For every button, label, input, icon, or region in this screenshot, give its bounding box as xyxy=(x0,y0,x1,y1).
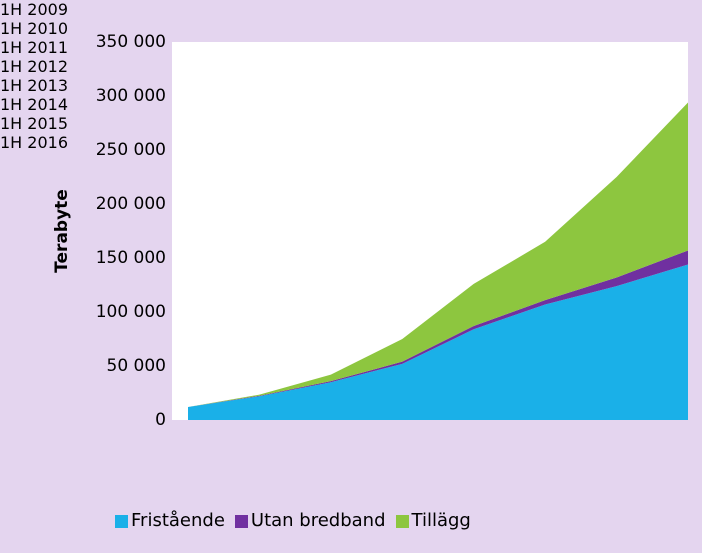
y-axis-label: Terabyte xyxy=(52,189,72,273)
y-tick-label: 300 000 xyxy=(96,86,166,106)
y-tick-label: 350 000 xyxy=(96,32,166,52)
x-tick-label: 1H 2014 xyxy=(0,95,69,114)
y-tick-label: 150 000 xyxy=(96,248,166,268)
y-tick-label: 100 000 xyxy=(96,302,166,322)
legend-label: Tillägg xyxy=(411,510,471,531)
x-tick-label: 1H 2011 xyxy=(0,38,69,57)
legend-swatch xyxy=(115,515,128,528)
y-tick-label: 250 000 xyxy=(96,140,166,160)
x-tick-label: 1H 2015 xyxy=(0,114,69,133)
x-tick-label: 1H 2010 xyxy=(0,19,69,38)
y-tick-label: 50 000 xyxy=(107,356,166,376)
y-tick-label: 0 xyxy=(155,410,166,430)
legend-label: Utan bredband xyxy=(250,510,386,531)
x-tick-label: 1H 2009 xyxy=(0,0,69,19)
x-tick-label: 1H 2013 xyxy=(0,76,69,95)
area xyxy=(188,264,688,420)
legend-label: Fristående xyxy=(131,510,225,531)
x-tick-label: 1H 2016 xyxy=(0,133,69,152)
x-tick-label: 1H 2012 xyxy=(0,57,69,76)
legend-swatch xyxy=(395,515,409,528)
area xyxy=(188,102,688,408)
legend-swatch xyxy=(234,515,248,528)
y-tick-label: 200 000 xyxy=(96,194,166,214)
